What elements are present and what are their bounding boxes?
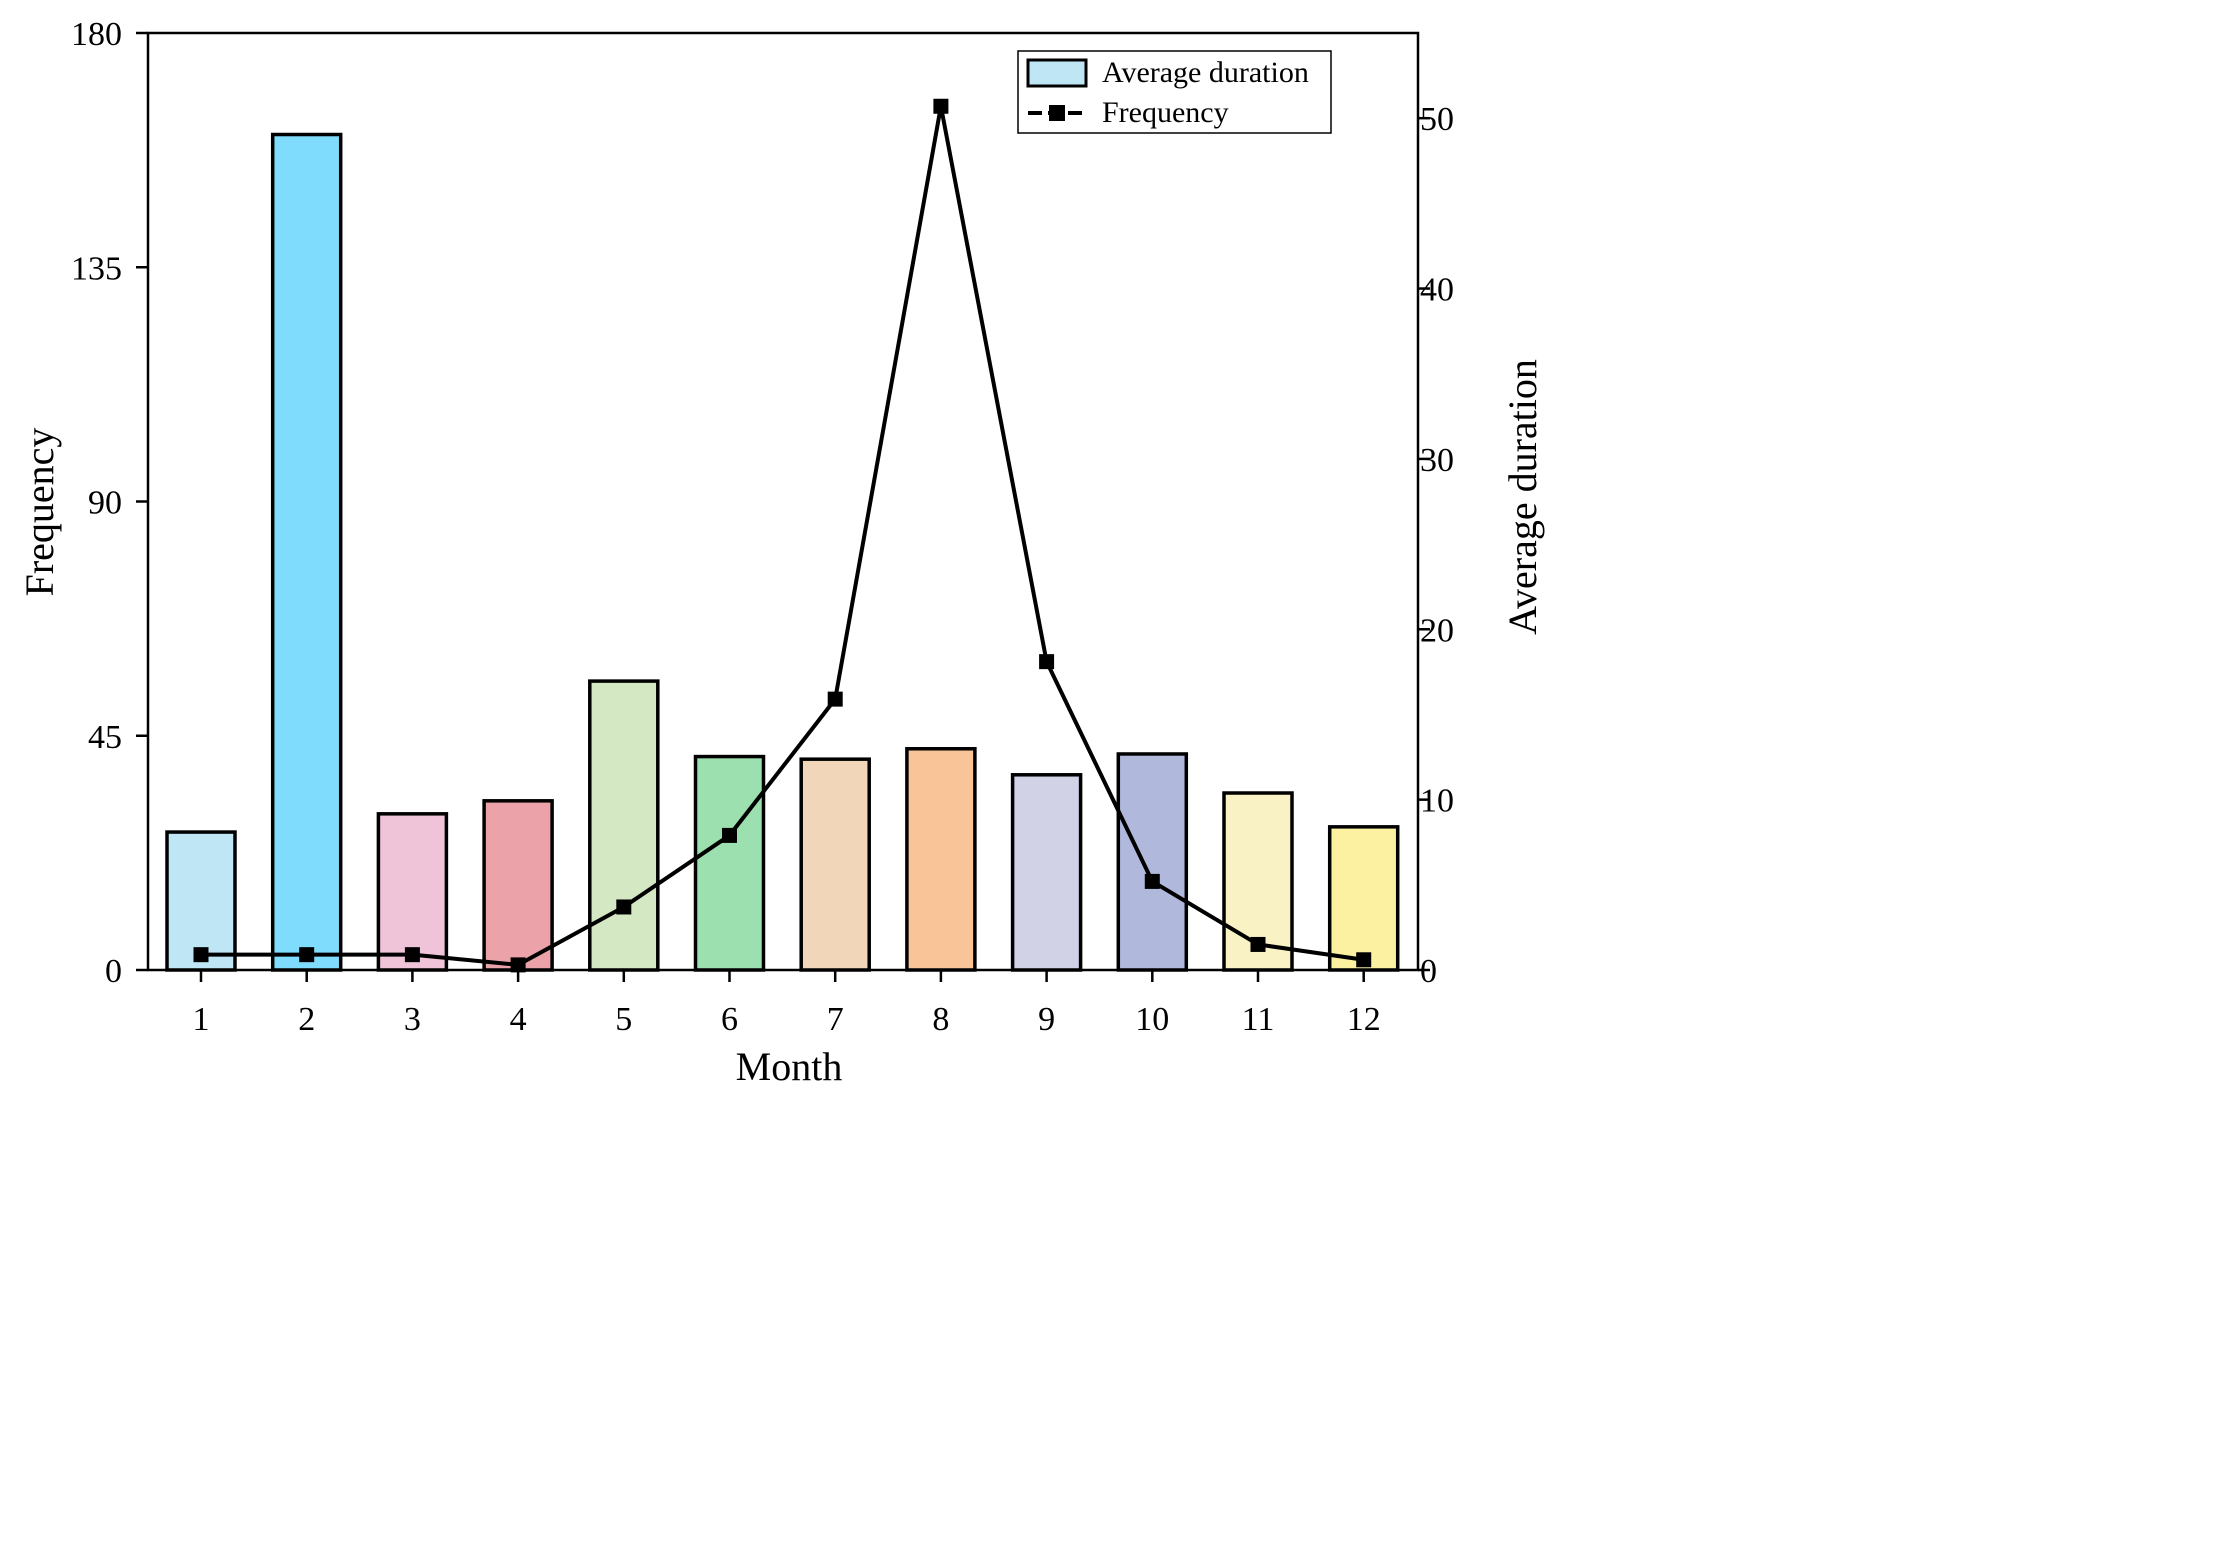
frequency-point-month-6 (722, 827, 737, 843)
x-tick-label: 8 (932, 1001, 949, 1038)
frequency-point-month-5 (616, 899, 632, 915)
legend-label-frequency: Frequency (1102, 96, 1229, 129)
bar-month-12 (1327, 825, 1400, 972)
x-tick-label: 5 (615, 1001, 632, 1038)
plot-frame (146, 31, 1420, 972)
left-tick-label: 180 (71, 16, 122, 53)
right-tick-label: 40 (1420, 272, 1454, 309)
frequency-point-month-1 (193, 947, 209, 963)
right-tick-label: 10 (1420, 783, 1454, 820)
x-tick-label: 3 (404, 1001, 421, 1038)
frequency-point-month-8 (933, 98, 949, 114)
bar-month-9 (1010, 773, 1083, 972)
tick-marks (136, 31, 1430, 982)
left-tick-label: 135 (71, 250, 122, 287)
frequency-point-month-12 (1356, 952, 1372, 968)
bar-month-5 (588, 679, 660, 972)
y-axis-title-right: Average duration (1500, 359, 1545, 635)
right-tick-label: 30 (1420, 442, 1454, 479)
right-tick-label: 0 (1420, 953, 1437, 990)
bar-month-4 (482, 799, 554, 972)
frequency-point-month-3 (404, 947, 420, 963)
frequency-point-month-10 (1144, 873, 1160, 889)
x-tick-label: 4 (510, 1001, 527, 1038)
bar-month-6 (693, 754, 766, 972)
bar-month-3 (376, 812, 449, 972)
bar-month-10 (1116, 752, 1189, 972)
legend-swatch-average-duration (1026, 58, 1088, 88)
left-tick-label: 45 (88, 719, 122, 756)
frequency-point-month-4 (510, 957, 526, 973)
bar-month-2 (270, 132, 343, 972)
bar-month-1 (165, 830, 237, 972)
frequency-line (201, 104, 1364, 967)
x-tick-label: 10 (1135, 1001, 1169, 1038)
right-tick-label: 20 (1420, 612, 1454, 649)
line-series (193, 98, 1372, 973)
x-tick-label: 11 (1242, 1001, 1275, 1038)
right-tick-label: 50 (1420, 101, 1454, 138)
x-tick-label: 12 (1347, 1001, 1381, 1038)
legend: Average duration Frequency (1017, 50, 1332, 134)
bar-month-7 (799, 757, 871, 972)
legend-label-average-duration: Average duration (1102, 56, 1309, 89)
x-tick-label: 7 (827, 1001, 844, 1038)
frequency-point-month-2 (299, 947, 315, 963)
frequency-point-month-9 (1039, 654, 1055, 670)
bar-series (165, 132, 1400, 972)
x-tick-label: 9 (1038, 1001, 1055, 1038)
bar-month-8 (905, 747, 977, 972)
frequency-point-month-11 (1250, 936, 1266, 952)
x-tick-label: 2 (298, 1001, 315, 1038)
legend-swatch-frequency-marker (1049, 105, 1065, 121)
y-axis-title-left: Frequency (17, 428, 62, 597)
x-axis-title: Month (736, 1044, 843, 1089)
left-tick-label: 0 (105, 953, 122, 990)
frequency-point-month-7 (827, 691, 843, 707)
left-tick-label: 90 (88, 485, 122, 522)
x-tick-label: 1 (193, 1001, 210, 1038)
x-tick-label: 6 (721, 1001, 738, 1038)
